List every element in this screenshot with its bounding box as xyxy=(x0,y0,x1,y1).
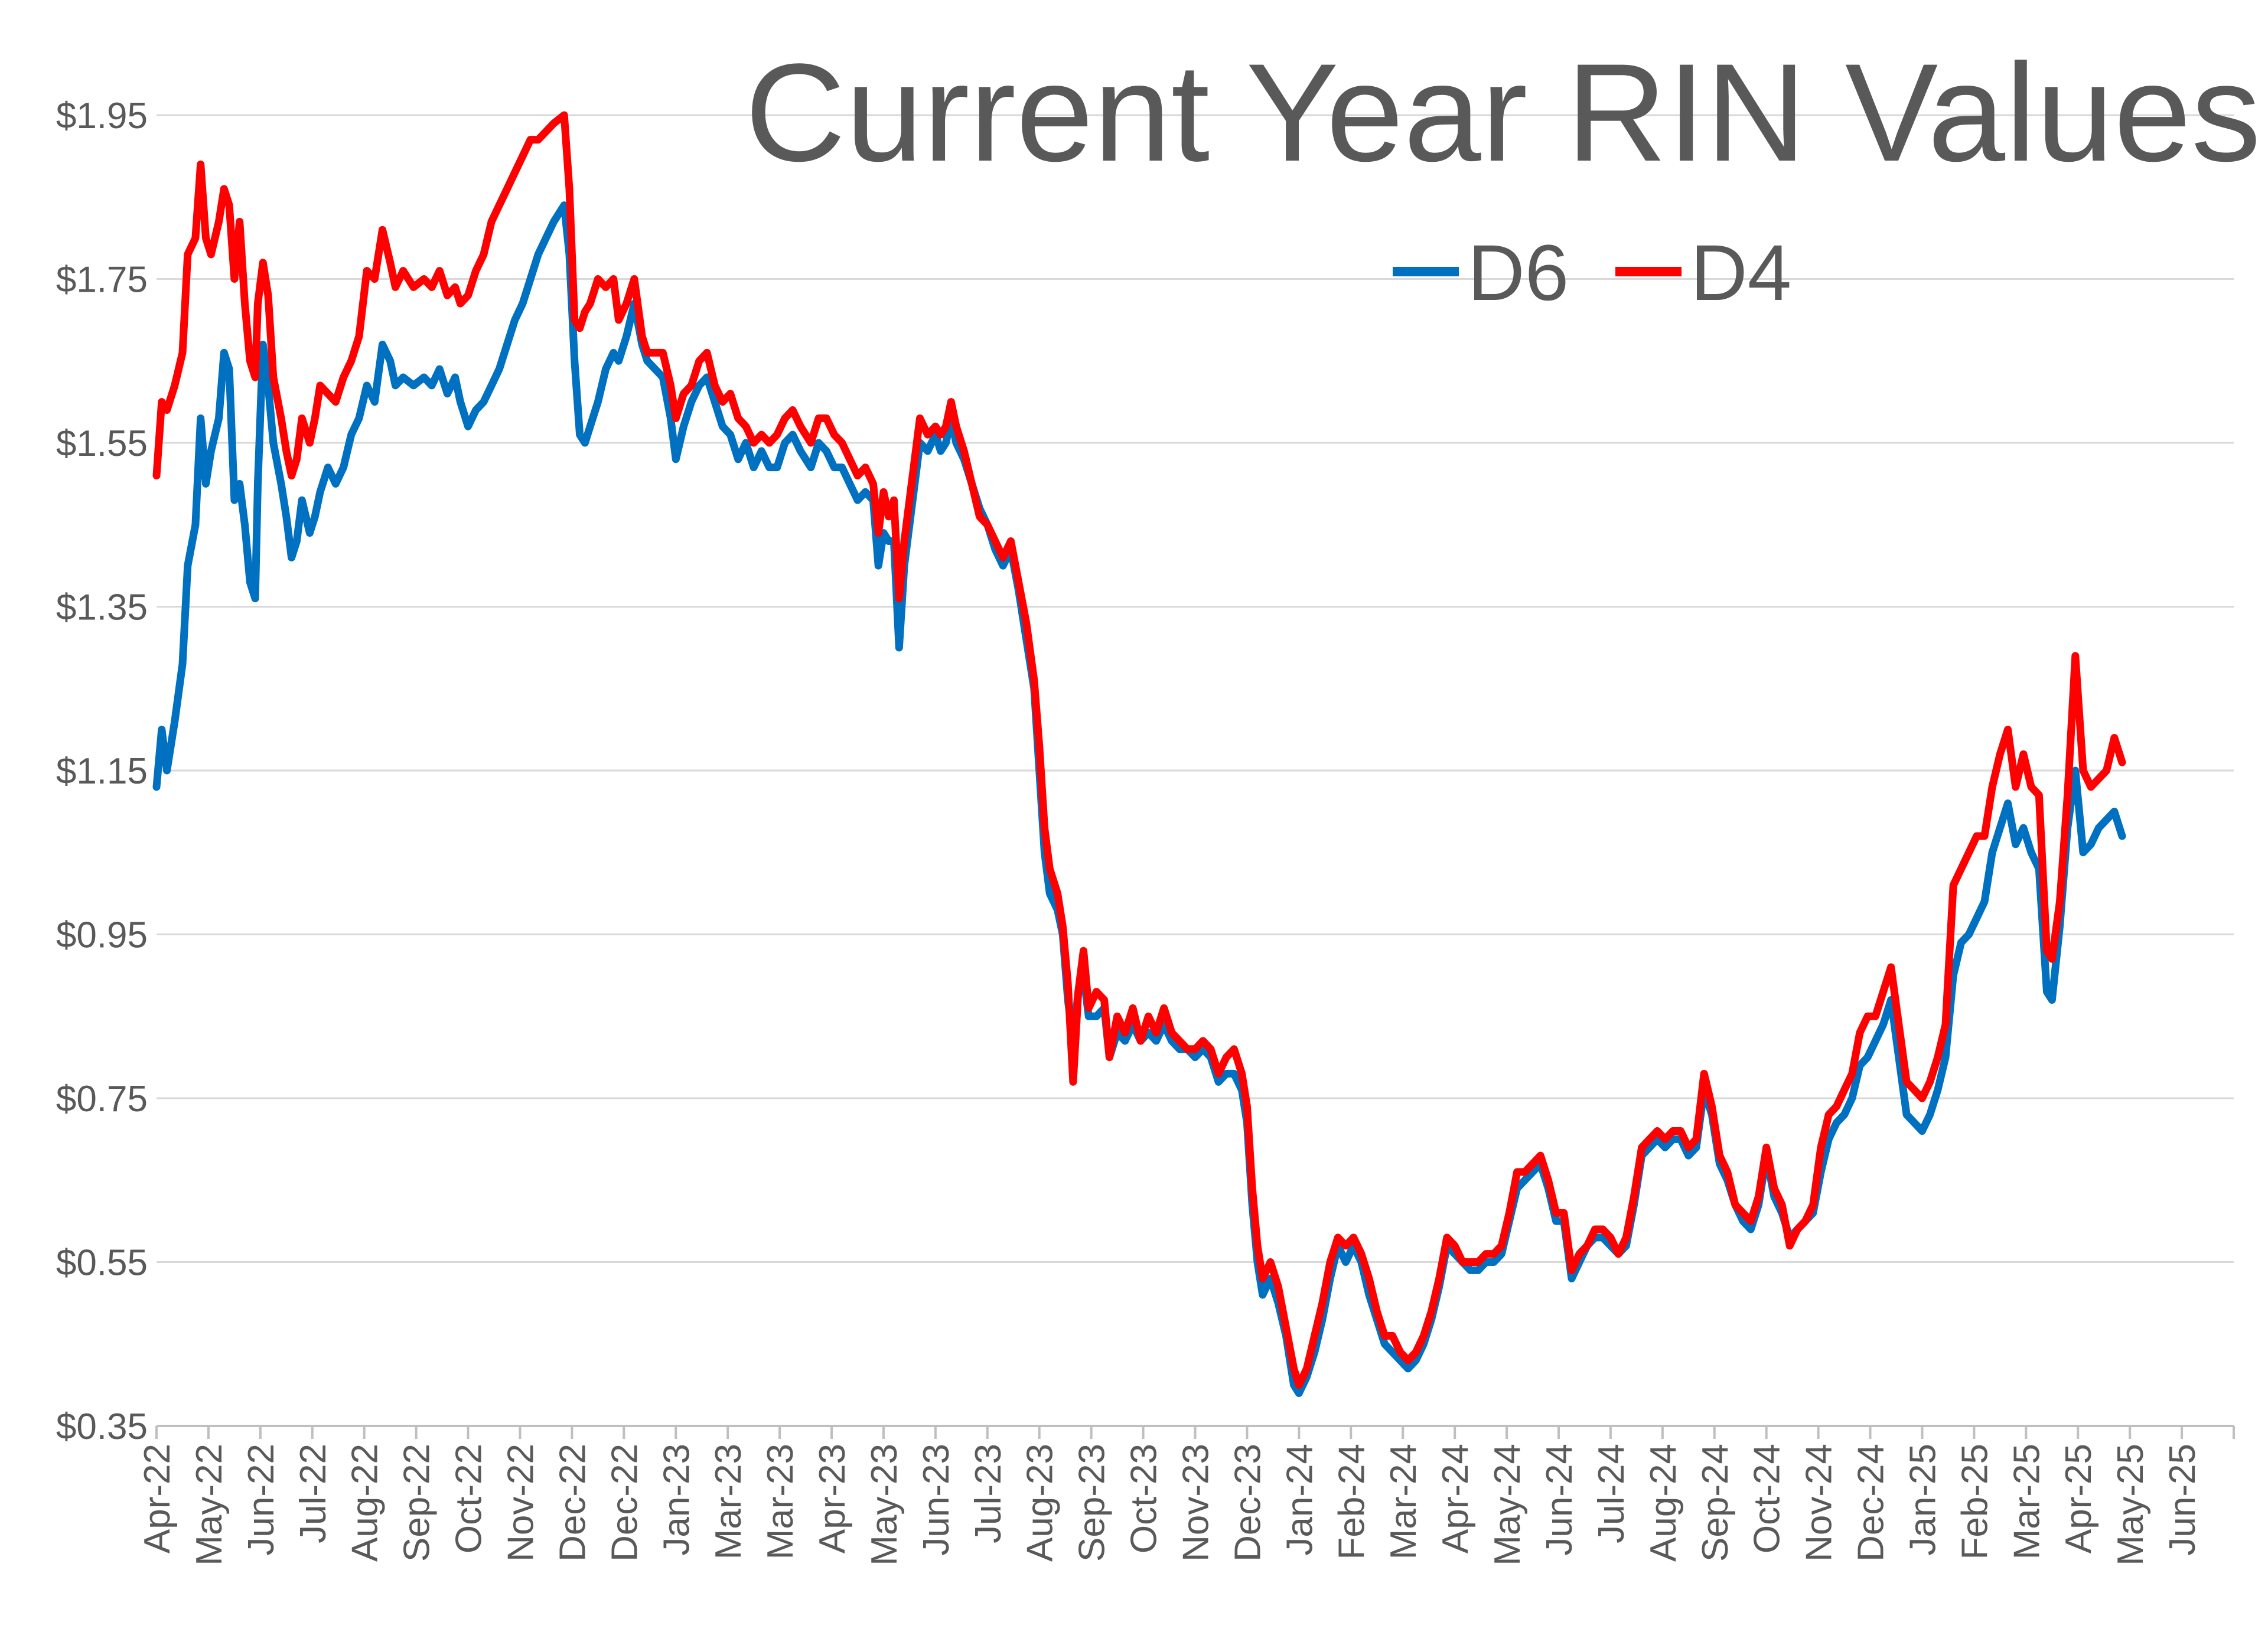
x-tick-label: Dec-24 xyxy=(1851,1444,1892,1562)
x-tick-label: Nov-22 xyxy=(500,1444,541,1562)
x-tick-label: Apr-24 xyxy=(1435,1444,1476,1553)
x-tick-label: Sep-23 xyxy=(1072,1444,1113,1562)
x-tick-label: Dec-22 xyxy=(604,1444,645,1562)
series-line-d6 xyxy=(152,201,2126,1397)
x-tick-label: Aug-23 xyxy=(1020,1444,1061,1562)
y-tick-label: $0.95 xyxy=(56,915,148,956)
y-tick-labels: $0.35 $0.55 $0.75 $0.95 $1.15 $1.35 $1.55 $1.75… xyxy=(56,96,148,1447)
y-tick-label: $1.75 xyxy=(56,260,148,301)
x-tick-label: May-25 xyxy=(2110,1444,2151,1566)
x-tick-label: May-22 xyxy=(189,1444,230,1566)
x-tick-label: Jun-22 xyxy=(241,1444,282,1556)
x-tick-label: Sep-22 xyxy=(397,1444,438,1562)
x-tick-label: Mar-23 xyxy=(708,1444,749,1559)
series-lines xyxy=(152,111,2126,1397)
y-tick-label: $1.15 xyxy=(56,751,148,792)
x-tick-label: Jul-23 xyxy=(968,1444,1009,1543)
x-tick-label: Mar-25 xyxy=(2006,1444,2047,1559)
x-tick-label: Feb-24 xyxy=(1331,1444,1372,1559)
x-tick-label: Oct-24 xyxy=(1747,1444,1788,1553)
x-tick-label: Jan-23 xyxy=(656,1444,697,1556)
x-tick-label: Aug-24 xyxy=(1643,1444,1684,1562)
x-tick-label: Jul-22 xyxy=(293,1444,334,1543)
x-tick-label: Dec-22 xyxy=(552,1444,593,1562)
x-tick-label: Aug-22 xyxy=(345,1444,386,1562)
x-tick-label: Apr-23 xyxy=(812,1444,853,1553)
x-tick-label: Apr-25 xyxy=(2058,1444,2099,1553)
x-tick-label: Feb-25 xyxy=(1954,1444,1995,1559)
y-tick-label: $1.95 xyxy=(56,96,148,136)
x-tick-label: Jun-23 xyxy=(916,1444,957,1556)
x-tick-label: Jun-24 xyxy=(1539,1444,1580,1556)
y-tick-label: $0.35 xyxy=(56,1406,148,1447)
x-tick-label: Oct-22 xyxy=(449,1444,490,1553)
x-tick-label: May-24 xyxy=(1487,1444,1528,1566)
x-tick-label: Mar-24 xyxy=(1383,1444,1424,1559)
gridlines xyxy=(157,114,2234,1263)
x-tick-label: Nov-24 xyxy=(1799,1444,1840,1562)
y-tick-label: $0.55 xyxy=(56,1243,148,1284)
legend: D6 D4 xyxy=(1393,229,1791,317)
axes xyxy=(155,1425,2235,1439)
x-tick-label: Jan-25 xyxy=(1902,1444,1943,1556)
x-tick-label: Jun-25 xyxy=(2162,1444,2203,1556)
x-tick-label: Oct-23 xyxy=(1124,1444,1165,1553)
x-tick-label: Sep-24 xyxy=(1695,1444,1736,1562)
y-tick-label: $1.35 xyxy=(56,588,148,628)
x-tick-label: Apr-22 xyxy=(137,1444,178,1553)
x-tick-label: Nov-23 xyxy=(1176,1444,1217,1562)
x-tick-label: Dec-23 xyxy=(1227,1444,1268,1562)
x-tick-label: Jul-24 xyxy=(1591,1444,1632,1543)
y-tick-label: $1.55 xyxy=(56,423,148,464)
x-tick-label: Mar-23 xyxy=(760,1444,801,1559)
x-tick-label: May-23 xyxy=(864,1444,905,1566)
legend-label-d4: D4 xyxy=(1690,229,1791,317)
x-tick-labels: Apr-22 May-22 Jun-22 Jul-22 Aug-22 Sep-22 Oct-… xyxy=(137,1444,2203,1566)
legend-label-d6: D6 xyxy=(1468,229,1569,317)
series-line-d4 xyxy=(152,111,2126,1389)
x-tick-label: Jan-24 xyxy=(1279,1444,1320,1556)
chart-title: Current Year RIN Values xyxy=(745,35,2261,191)
y-tick-label: $0.75 xyxy=(56,1079,148,1119)
